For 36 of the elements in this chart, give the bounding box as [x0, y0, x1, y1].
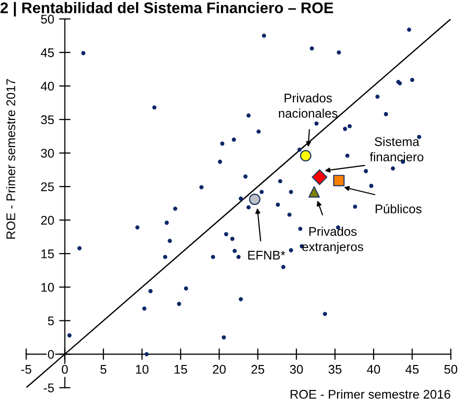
x-tick-label: 45: [406, 365, 419, 374]
point: [308, 186, 320, 198]
y-tick-label: 15: [41, 250, 54, 258]
point: [333, 174, 345, 186]
x-tick-label: -5: [21, 365, 32, 374]
x-tick-label: 0: [62, 364, 68, 374]
text: Privados extranjeros: [302, 226, 364, 254]
x-tick-label: 15: [174, 365, 188, 374]
point: [312, 169, 328, 186]
point: [249, 194, 260, 205]
x-tick-label: 35: [328, 364, 342, 374]
y-tick-label: 0: [48, 350, 54, 359]
point: [300, 150, 312, 162]
x-tick-label: 20: [212, 364, 226, 374]
x-tick-label: 5: [100, 365, 106, 374]
y-tick-label: 35: [40, 115, 54, 124]
x-tick-label: 40: [366, 364, 380, 374]
text: EFNB*: [248, 250, 286, 260]
x-tick-label: 50: [444, 364, 458, 374]
y-tick-label: 20: [41, 216, 54, 225]
y-tick-label: 40: [40, 82, 54, 91]
y-tick-label: 50: [41, 14, 54, 24]
x-axis-title: ROE - Primer semestre 2016: [290, 390, 450, 399]
y-tick-label: 45: [40, 48, 54, 58]
y-tick-label: 10: [41, 282, 54, 292]
y-tick-label: -5: [44, 384, 54, 392]
x-tick-label: 25: [251, 364, 264, 374]
y-tick-label: 25: [41, 182, 54, 192]
text: Privados nacionales: [278, 93, 338, 118]
text: Públicos: [376, 204, 422, 214]
y-tick-label: 5: [48, 316, 54, 326]
y-tick-label: 30: [40, 148, 54, 158]
text: Sistema financiero: [370, 136, 424, 162]
x-tick-label: 30: [290, 364, 303, 374]
x-tick-label: 10: [136, 364, 148, 374]
y-axis-title: ROE - Primer semestre 2017: [6, 79, 16, 239]
